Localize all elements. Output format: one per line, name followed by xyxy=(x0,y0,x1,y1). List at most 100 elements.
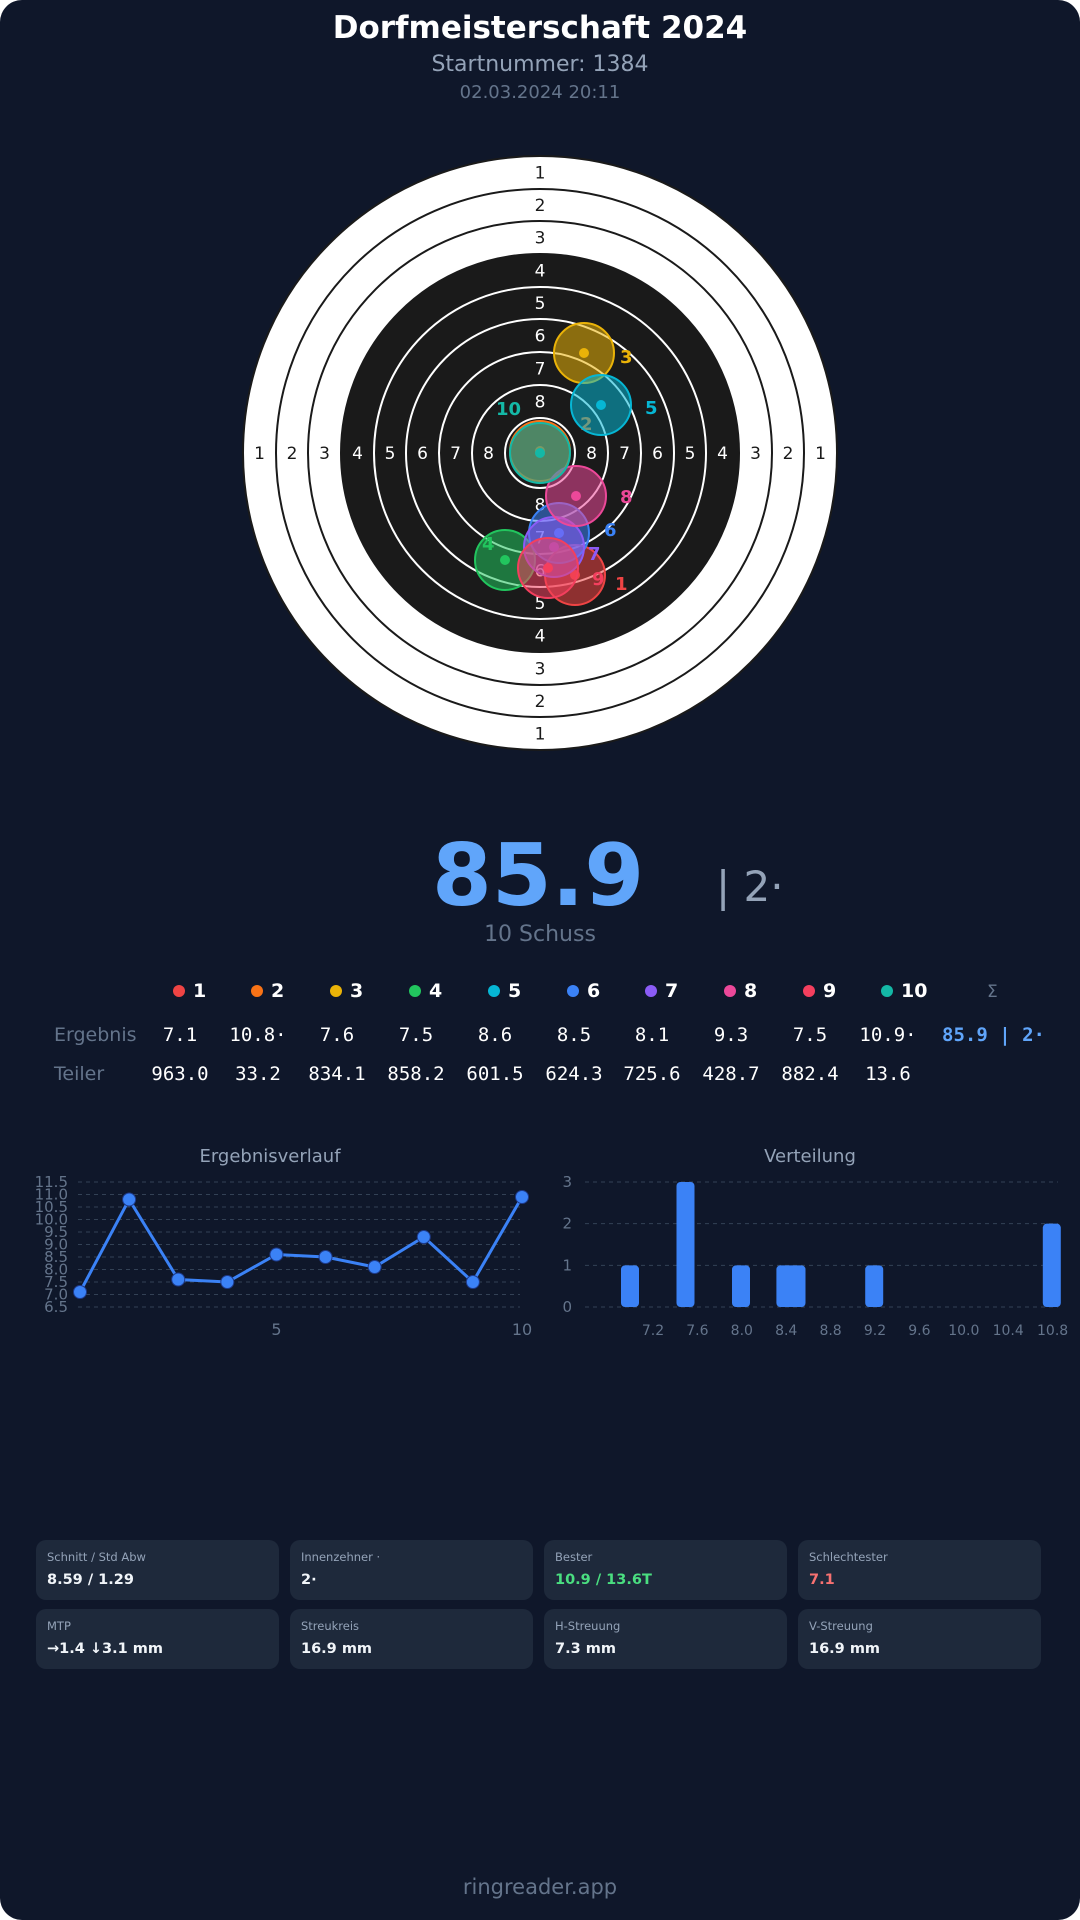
y-tick-label: 10.0 xyxy=(35,1211,68,1229)
bar[interactable] xyxy=(787,1265,806,1307)
sum-symbol: Σ xyxy=(987,982,998,1002)
bar[interactable] xyxy=(1042,1223,1061,1307)
shot-label: 3 xyxy=(620,347,633,368)
ring-label: 6 xyxy=(652,444,663,464)
shot-center xyxy=(579,348,589,358)
legend-item-5: 5 xyxy=(488,980,521,1002)
shot-label: 9 xyxy=(592,569,605,590)
stat-card: MTP →1.4 ↓3.1 mm xyxy=(36,1609,279,1669)
stat-value: 7.3 mm xyxy=(555,1641,616,1657)
ring-label: 3 xyxy=(319,444,330,464)
shot-marker-10[interactable]: 10 xyxy=(496,399,571,484)
datetime: 02.03.2024 20:11 xyxy=(459,82,621,103)
y-tick-label: 7.5 xyxy=(44,1273,68,1291)
legend-item-10: 10 xyxy=(881,980,927,1002)
legend-item-9: 9 xyxy=(803,980,836,1002)
result-total: 85.9 | 2· xyxy=(942,1024,1045,1046)
stat-card: V-Streuung 16.9 mm xyxy=(798,1609,1041,1669)
result-cell: 8.6 xyxy=(477,1024,513,1046)
data-point[interactable] xyxy=(171,1272,186,1287)
stat-value: 7.1 xyxy=(809,1572,835,1588)
ring-label: 2 xyxy=(287,444,298,464)
y-tick-label: 9.0 xyxy=(44,1236,68,1254)
start-number: Startnummer: 1384 xyxy=(431,52,649,77)
y-tick-label: 7.0 xyxy=(44,1286,68,1304)
shot-label: 7 xyxy=(588,544,601,565)
stat-card: Streukreis 16.9 mm xyxy=(290,1609,533,1669)
bar[interactable] xyxy=(676,1182,695,1307)
divisor-cell: 428.7 xyxy=(702,1063,760,1085)
y-tick-label: 10.5 xyxy=(35,1198,68,1216)
shot-label: 1 xyxy=(615,574,628,595)
shot-center xyxy=(535,448,545,458)
color-dot-icon xyxy=(488,985,500,997)
ring-label: 2 xyxy=(535,196,546,216)
ring-label: 5 xyxy=(535,594,546,614)
bar[interactable] xyxy=(865,1265,884,1307)
data-point[interactable] xyxy=(73,1285,87,1299)
y-tick-label: 8.0 xyxy=(44,1261,68,1279)
shot-marker-5[interactable]: 5 xyxy=(570,374,658,436)
legend-item-1: 1 xyxy=(173,980,206,1002)
y-tick-label: 1 xyxy=(562,1256,572,1274)
stat-card: H-Streuung 7.3 mm xyxy=(544,1609,787,1669)
stat-value: 2· xyxy=(301,1572,317,1588)
stat-value: →1.4 ↓3.1 mm xyxy=(47,1641,163,1657)
result-row-label: Ergebnis xyxy=(54,1024,137,1046)
data-point[interactable] xyxy=(367,1260,382,1274)
bar[interactable] xyxy=(732,1265,750,1307)
x-tick-label: 10.4 xyxy=(993,1323,1024,1339)
result-cell: 7.5 xyxy=(792,1024,828,1046)
legend-label: 6 xyxy=(587,980,601,1002)
shot-count: 10 Schuss xyxy=(484,922,596,947)
data-point[interactable] xyxy=(220,1275,235,1289)
divisor-cell: 725.6 xyxy=(623,1063,681,1085)
stat-label: H-Streuung xyxy=(555,1619,621,1633)
data-point[interactable] xyxy=(269,1247,284,1262)
y-tick-label: 11.5 xyxy=(35,1173,68,1191)
bar[interactable] xyxy=(621,1265,639,1307)
ring-label: 3 xyxy=(750,444,761,464)
y-tick-label: 3 xyxy=(562,1173,572,1191)
divisor-cell: 834.1 xyxy=(308,1063,366,1085)
x-tick-label: 8.8 xyxy=(819,1323,841,1339)
result-cell: 7.6 xyxy=(319,1024,355,1046)
ring-label: 8 xyxy=(535,393,546,413)
divisor-row-label: Teiler xyxy=(54,1063,105,1085)
data-point[interactable] xyxy=(318,1250,333,1264)
data-point[interactable] xyxy=(465,1275,480,1289)
chart-title: Ergebnisverlauf xyxy=(199,1146,341,1167)
ring-label: 7 xyxy=(619,444,630,464)
stat-label: Schlechtester xyxy=(809,1550,888,1564)
shot-marker-3[interactable]: 3 xyxy=(553,322,633,384)
ring-label: 6 xyxy=(535,327,546,347)
shot-center xyxy=(543,563,553,573)
color-dot-icon xyxy=(803,985,815,997)
color-dot-icon xyxy=(409,985,421,997)
stat-label: MTP xyxy=(47,1619,71,1633)
shot-label: 4 xyxy=(482,534,495,555)
data-point[interactable] xyxy=(515,1190,529,1204)
shot-marker-8[interactable]: 8 xyxy=(545,465,633,527)
ring-label: 8 xyxy=(535,496,546,516)
y-tick-label: 6.5 xyxy=(44,1298,68,1316)
color-dot-icon xyxy=(567,985,579,997)
shot-center xyxy=(500,555,510,565)
inner-tens: | 2· xyxy=(716,862,784,911)
ring-label: 4 xyxy=(535,262,546,282)
stat-label: Streukreis xyxy=(301,1619,360,1633)
stat-card: Schnitt / Std Abw 8.59 / 1.29 xyxy=(36,1540,279,1600)
stat-value: 16.9 mm xyxy=(809,1641,881,1657)
shot-marker-9[interactable]: 9 xyxy=(517,537,605,599)
legend-label: 4 xyxy=(429,980,443,1002)
ring-label: 3 xyxy=(535,229,546,249)
data-point[interactable] xyxy=(416,1230,431,1244)
divisor-cell: 858.2 xyxy=(387,1063,445,1085)
result-cell: 10.9· xyxy=(859,1024,917,1046)
footer-brand: ringreader.app xyxy=(462,1875,618,1899)
data-point[interactable] xyxy=(122,1192,137,1207)
ring-label: 3 xyxy=(535,660,546,680)
x-tick-label: 8.0 xyxy=(731,1323,753,1339)
x-tick-label: 5 xyxy=(271,1320,281,1339)
